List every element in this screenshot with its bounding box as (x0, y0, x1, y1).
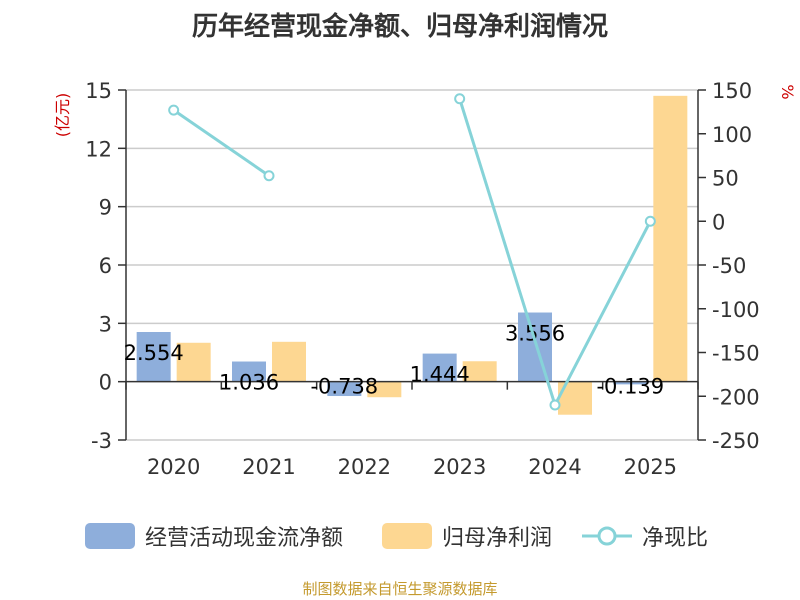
x-tick-label-2024: 2024 (528, 455, 581, 479)
right-tick-label-3: -100 (712, 298, 760, 322)
left-tick-label-5: 12 (85, 137, 112, 161)
ratio-point-2023 (454, 93, 466, 105)
legend-item-cashflow[interactable]: 经营活动现金流净额 (85, 518, 343, 554)
left-tick-label-6: 15 (85, 79, 112, 103)
legend-item-netprofit[interactable]: 归母净利润 (382, 518, 552, 554)
right-tick-label-7: 100 (712, 123, 752, 147)
legend-label-cashflow: 经营活动现金流净额 (145, 526, 344, 551)
bar-netprofit-2023 (462, 361, 497, 382)
bar-cashflow-2024 (518, 312, 552, 382)
legend-label-ratio: 净现比 (642, 526, 709, 551)
right-tick-label-2: -150 (712, 342, 760, 366)
legend-line-ratio-icon (582, 526, 632, 546)
chart-title: 历年经营现金净额、归母净利润情况 (191, 12, 608, 42)
ratio-point-2024 (549, 399, 561, 411)
data-label-cashflow-2023: 1.444 (410, 363, 470, 387)
data-label-cashflow-2025: -0.139 (596, 375, 664, 399)
ratio-line-segment-1 (458, 98, 652, 409)
left-tick-label-0: -3 (91, 429, 112, 453)
bar-cashflow-2021 (232, 361, 266, 382)
left-tick-label-2: 3 (99, 312, 112, 336)
right-tick-label-4: -50 (712, 254, 746, 278)
x-tick-label-2022: 2022 (338, 455, 391, 479)
legend-item-ratio[interactable]: 净现比 (582, 518, 708, 554)
legend: 经营活动现金流净额 归母净利润 净现比 (0, 518, 800, 554)
x-tick-label-2025: 2025 (624, 455, 677, 479)
right-tick-label-1: -200 (712, 385, 760, 409)
bar-cashflow-2022 (327, 381, 362, 397)
x-tick-label-2020: 2020 (147, 455, 200, 479)
data-label-cashflow-2021: 1.036 (219, 371, 279, 395)
left-axis-unit: (亿元) (53, 93, 72, 138)
left-tick-label-1: 0 (99, 371, 112, 395)
ratio-line-segment-0 (172, 108, 270, 177)
ratio-point-2021 (263, 170, 275, 182)
right-axis-unit: % (778, 84, 797, 99)
ratio-point-2020 (168, 104, 180, 116)
legend-swatch-cashflow (85, 523, 135, 549)
right-tick-label-8: 150 (712, 79, 752, 103)
bar-cashflow-2023 (422, 353, 457, 382)
ratio-point-2025 (644, 215, 656, 227)
bar-netprofit-2025 (653, 95, 688, 382)
data-label-cashflow-2020: 2.554 (124, 341, 184, 365)
data-label-cashflow-2022: -0.738 (310, 375, 378, 399)
bar-netprofit-2021 (272, 341, 306, 382)
bar-netprofit-2022 (367, 381, 402, 398)
x-tick-label-2021: 2021 (242, 455, 295, 479)
bar-cashflow-2025 (613, 381, 648, 385)
left-tick-label-3: 6 (99, 254, 112, 278)
left-tick-label-4: 9 (99, 196, 112, 220)
data-source: 制图数据来自恒生聚源数据库 (302, 580, 498, 598)
right-tick-label-5: 0 (712, 210, 725, 234)
right-tick-label-0: -250 (712, 429, 760, 453)
x-tick-label-2023: 2023 (433, 455, 486, 479)
bar-netprofit-2020 (176, 342, 211, 382)
legend-swatch-netprofit (382, 523, 432, 549)
right-tick-label-6: 50 (712, 167, 739, 191)
legend-label-netprofit: 归母净利润 (442, 526, 553, 551)
bar-cashflow-2020 (136, 332, 171, 382)
